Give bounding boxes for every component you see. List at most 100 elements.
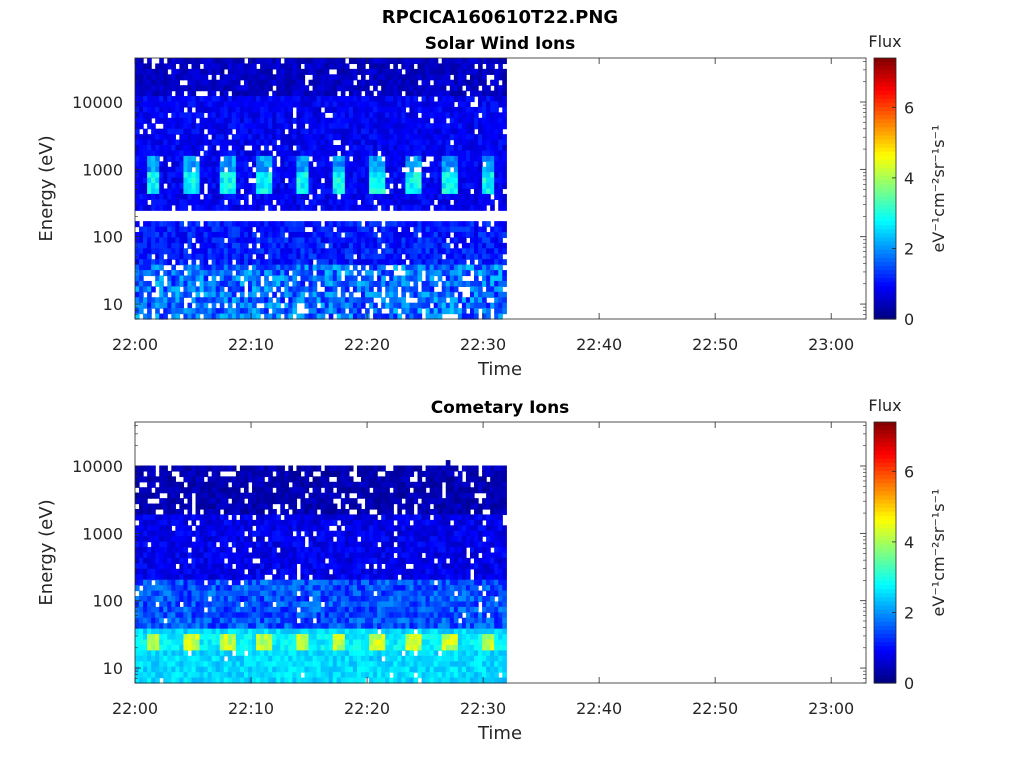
heatmap-cell (155, 237, 160, 244)
heatmap-cell (227, 487, 233, 494)
heatmap-cell (405, 101, 411, 108)
heatmap-cell (344, 155, 350, 162)
heatmap-cell (264, 308, 269, 315)
heatmap-cell (163, 96, 168, 103)
heatmap-cell (195, 574, 201, 581)
heatmap-cell (155, 585, 160, 592)
heatmap-cell (461, 123, 467, 130)
heatmap-cell (373, 58, 378, 65)
heatmap-cell (195, 541, 201, 548)
heatmap-cell (159, 568, 164, 575)
heatmap-cell (195, 68, 201, 75)
heatmap-cell (163, 85, 168, 92)
heatmap-cell (478, 74, 483, 81)
heatmap-cell (284, 188, 289, 195)
heatmap-cell (494, 96, 499, 103)
heatmap-cell (276, 74, 281, 81)
heatmap-cell (268, 68, 273, 75)
heatmap-cell (235, 308, 241, 315)
heatmap-cell (139, 536, 144, 543)
heatmap-cell (478, 101, 483, 108)
heatmap-cell (385, 242, 390, 249)
heatmap-cell (235, 650, 241, 657)
heatmap-cell (219, 166, 225, 173)
heatmap-cell (280, 204, 285, 211)
heatmap-cell (171, 557, 176, 564)
heatmap-cell (356, 242, 362, 249)
heatmap-cell (163, 237, 168, 244)
heatmap-cell (377, 112, 382, 119)
heatmap-cell (239, 302, 245, 309)
heatmap-cell (425, 204, 431, 211)
heatmap-cell (284, 139, 289, 146)
heatmap-cell (135, 101, 140, 108)
heatmap-cell (203, 617, 209, 624)
heatmap-cell (248, 280, 253, 287)
heatmap-cell (171, 286, 176, 293)
heatmap-cell (252, 128, 257, 135)
heatmap-cell (393, 58, 398, 65)
heatmap-cell (248, 106, 253, 113)
heatmap-cell (381, 280, 386, 287)
heatmap-cell (223, 563, 229, 570)
heatmap-cell (248, 221, 253, 228)
heatmap-cell (207, 563, 213, 570)
heatmap-cell (352, 188, 358, 195)
heatmap-cell (215, 487, 221, 494)
heatmap-cell (219, 232, 225, 239)
heatmap-cell (449, 58, 455, 65)
heatmap-cell (352, 242, 358, 249)
heatmap-cell (155, 63, 160, 70)
heatmap-cell (377, 161, 382, 168)
heatmap-cell (139, 655, 144, 662)
heatmap-cell (373, 85, 378, 92)
heatmap-cell (171, 585, 176, 592)
heatmap-cell (187, 585, 193, 592)
heatmap-cell (324, 237, 330, 244)
heatmap-cell (284, 248, 289, 255)
heatmap-cell (143, 193, 148, 200)
heatmap-cell (377, 79, 382, 86)
heatmap-cell (328, 166, 334, 173)
heatmap-cell (235, 601, 241, 608)
heatmap-cell (312, 183, 318, 190)
heatmap-cell (425, 302, 431, 309)
heatmap-cell (288, 79, 293, 86)
heatmap-cell (304, 297, 310, 304)
heatmap-cell (219, 596, 225, 603)
heatmap-cell (336, 270, 342, 277)
heatmap-cell (502, 166, 507, 173)
heatmap-cell (365, 199, 370, 206)
heatmap-cell (203, 150, 209, 157)
colorbar-box (873, 57, 897, 320)
heatmap-cell (199, 596, 205, 603)
heatmap-cell (167, 579, 172, 586)
heatmap-cell (171, 308, 176, 315)
heatmap-cell (280, 117, 285, 124)
heatmap-cell (219, 661, 225, 668)
heatmap-cell (316, 183, 322, 190)
heatmap-cell (147, 596, 152, 603)
heatmap-cell (219, 259, 225, 266)
heatmap-cell (187, 639, 193, 646)
heatmap-cell (143, 172, 148, 179)
heatmap-cell (135, 650, 140, 657)
heatmap-cell (385, 101, 390, 108)
heatmap-cell (171, 253, 176, 260)
heatmap-cell (490, 96, 495, 103)
heatmap-cell (175, 280, 180, 287)
heatmap-cell (215, 264, 221, 271)
heatmap-cell (328, 161, 334, 168)
heatmap-cell (223, 177, 229, 184)
heatmap-cell (183, 291, 189, 298)
heatmap-cell (219, 487, 225, 494)
heatmap-cell (373, 117, 378, 124)
heatmap-cell (187, 503, 193, 510)
heatmap-cell (316, 106, 322, 113)
heatmap-cell (469, 291, 475, 298)
heatmap-cell (256, 85, 261, 92)
heatmap-cell (179, 509, 185, 516)
heatmap-cell (494, 188, 499, 195)
heatmap-cell (486, 280, 491, 287)
heatmap-cell (453, 237, 459, 244)
